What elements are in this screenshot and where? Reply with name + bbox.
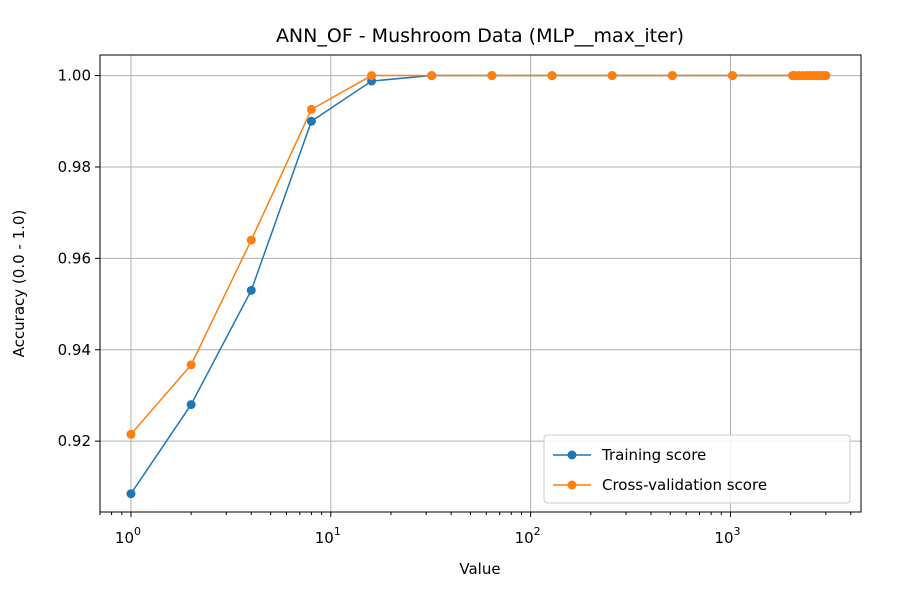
data-point [547,71,557,81]
x-tick-label: 102 [515,525,541,547]
legend-box [543,434,851,504]
data-point [306,116,316,126]
series-line-0 [130,74,826,495]
y-tick-label: 0.98 [58,158,91,176]
series-layer [126,71,831,499]
x-axis-label: Value [459,560,500,578]
y-tick-label: 0.94 [58,341,91,359]
data-point [427,71,437,81]
data-point [126,489,136,499]
x-tick-exponent: 1 [334,525,341,538]
x-tick-base: 10 [714,529,733,547]
data-point [728,71,738,81]
data-point [186,360,196,370]
x-tick-base: 10 [515,529,534,547]
chart-title: ANN_OF - Mushroom Data (MLP__max_iter) [276,25,684,47]
data-point [821,71,831,81]
legend-swatch-marker [567,450,577,460]
data-point [487,71,497,81]
x-tick-label: 103 [714,525,740,547]
legend-swatch-marker [567,480,577,490]
data-point [667,71,677,81]
x-tick-label: 100 [115,525,141,547]
data-point [246,285,256,295]
data-point [367,71,377,81]
y-tick-label: 0.96 [58,249,91,267]
x-tick-exponent: 2 [534,525,541,538]
data-point [186,400,196,410]
x-tick-exponent: 0 [134,525,141,538]
legend: Training score Cross-validation score [543,434,851,504]
x-tick-label: 101 [315,525,341,547]
legend-entry: Training score [601,446,706,464]
y-tick-label: 1.00 [58,67,91,85]
x-tick-base: 10 [115,529,134,547]
legend-entry: Cross-validation score [602,476,767,494]
x-tick-exponent: 3 [734,525,741,538]
plot-frame [99,54,862,513]
data-point [306,104,316,114]
y-axis-label: Accuracy (0.0 - 1.0) [10,210,28,358]
y-tick-label: 0.92 [58,432,91,450]
data-point [246,235,256,245]
data-point [607,71,617,81]
data-point [126,429,136,439]
x-tick-base: 10 [315,529,334,547]
series-line-1 [130,74,826,435]
